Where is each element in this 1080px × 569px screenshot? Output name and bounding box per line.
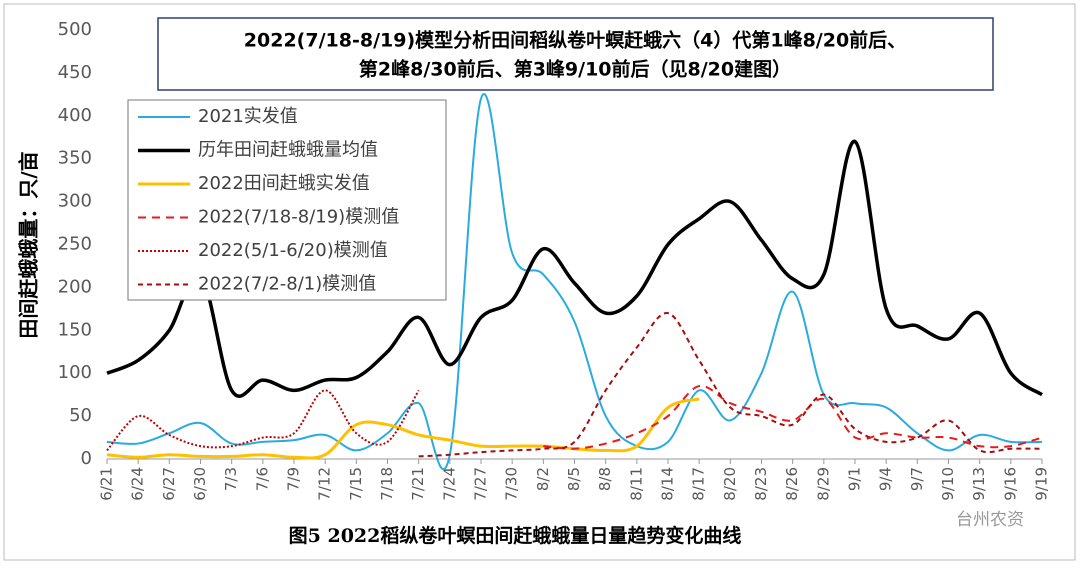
legend: [127, 99, 447, 301]
x-tick-label: 8/11: [627, 467, 645, 501]
x-tick-label: 7/27: [472, 467, 490, 501]
x-tick-label: 8/5: [565, 467, 583, 491]
x-tick-label: 7/24: [440, 467, 458, 501]
series-line: [106, 93, 1043, 470]
series-line: [106, 139, 1043, 398]
y-tick-label: 400: [58, 105, 92, 126]
x-tick-label: 9/4: [877, 467, 895, 491]
series-line: [106, 389, 420, 452]
y-tick-label: 350: [58, 148, 92, 169]
x-tick-label: 7/12: [316, 467, 334, 501]
y-tick-label: 150: [58, 319, 92, 340]
x-tick-label: 9/19: [1033, 467, 1051, 501]
x-tick-label: 7/9: [285, 467, 303, 491]
x-tick-label: 8/17: [690, 467, 708, 501]
legend-label: 2021实发值: [198, 106, 298, 127]
y-tick-label: 250: [58, 234, 92, 255]
y-tick-label: 0: [81, 448, 92, 469]
legend-label: 2022(7/18-8/19)模测值: [198, 207, 399, 228]
y-tick-label: 450: [58, 62, 92, 83]
x-tick-label: 6/21: [98, 467, 116, 501]
series-line: [418, 312, 1043, 458]
x-tick-label: 8/29: [814, 467, 832, 501]
caption: 图5 2022稻纵卷叶螟田间赶蛾蛾量日量趋势变化曲线: [289, 524, 742, 547]
x-tick-label: 8/2: [534, 467, 552, 491]
y-tick-label: 100: [58, 362, 92, 383]
legend-label: 2022(5/1-6/20)模测值: [198, 240, 388, 261]
chart-title: 第2峰8/30前后、第3峰9/10前后（见8/20建图）: [359, 58, 791, 81]
x-tick-label: 6/27: [160, 467, 178, 501]
x-tick-label: 9/16: [1001, 467, 1019, 501]
legend-label: 2022(7/2-8/1)模测值: [198, 274, 376, 295]
y-axis-label: 田间赶蛾蛾量：只/亩: [17, 151, 41, 338]
x-tick-label: 7/15: [347, 467, 365, 501]
x-tick-label: 8/20: [721, 467, 739, 501]
x-tick-label: 8/23: [752, 467, 770, 501]
x-tick-label: 9/10: [939, 467, 957, 501]
legend-label: 历年田间赶蛾蛾量均值: [198, 140, 378, 161]
x-tick-label: 8/26: [783, 467, 801, 501]
legend-label: 2022田间赶蛾实发值: [198, 173, 370, 194]
series-line: [543, 385, 1043, 450]
x-tick-label: 8/8: [596, 467, 614, 491]
x-tick-label: 9/7: [908, 467, 926, 491]
x-tick-label: 7/21: [409, 467, 427, 501]
y-tick-label: 50: [69, 405, 92, 426]
chart-title: 2022(7/18-8/19)模型分析田间稻纵卷叶螟赶蛾六（4）代第1峰8/20…: [244, 29, 906, 52]
y-tick-label: 500: [58, 19, 92, 40]
x-tick-label: 6/24: [129, 467, 147, 501]
title-box: [157, 17, 994, 91]
x-tick-label: 7/30: [503, 467, 521, 501]
series-line: [106, 397, 700, 460]
y-tick-label: 300: [58, 191, 92, 212]
x-tick-label: 9/1: [846, 467, 864, 491]
watermark: 台州农资: [956, 510, 1024, 530]
y-tick-label: 200: [58, 276, 92, 297]
x-tick-label: 6/30: [191, 467, 209, 501]
x-tick-label: 9/13: [970, 467, 988, 501]
x-tick-label: 7/3: [222, 467, 240, 491]
x-tick-label: 7/6: [253, 467, 271, 491]
x-tick-label: 8/14: [659, 467, 677, 501]
x-tick-label: 7/18: [378, 467, 396, 501]
